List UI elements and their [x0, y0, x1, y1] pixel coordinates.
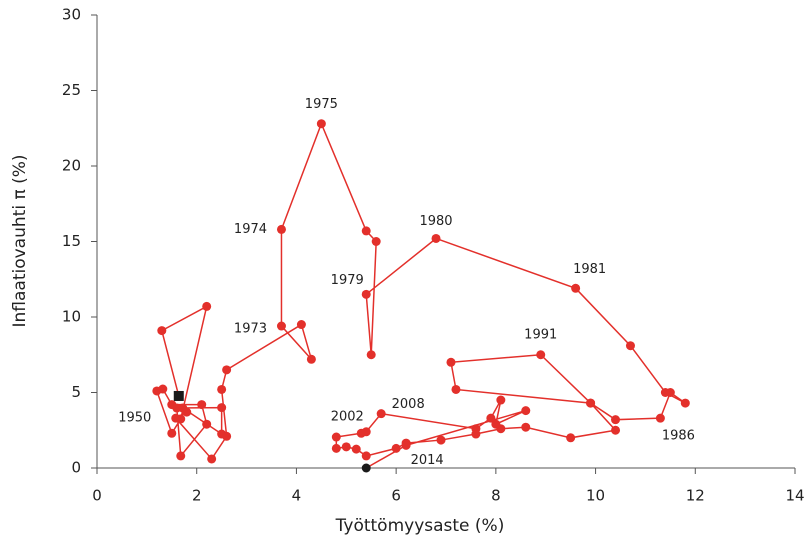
point: [431, 233, 441, 243]
point: [158, 384, 168, 394]
point-label: 1980: [419, 214, 452, 229]
y-tick-label: 25: [62, 81, 81, 99]
point: [197, 400, 207, 410]
point: [521, 406, 531, 416]
point: [167, 428, 177, 438]
point-label: 1979: [331, 273, 364, 288]
point: [331, 443, 341, 453]
y-tick-label: 5: [71, 383, 81, 401]
point: [655, 413, 665, 423]
point: [361, 226, 371, 236]
point: [625, 341, 635, 351]
point: [296, 320, 306, 330]
point-label: 1975: [305, 97, 338, 112]
x-tick-label: 6: [391, 487, 401, 505]
point: [611, 425, 621, 435]
point: [361, 427, 371, 437]
point: [316, 119, 326, 129]
point: [361, 463, 371, 473]
point: [361, 289, 371, 299]
x-tick-label: 10: [586, 487, 605, 505]
point: [276, 321, 286, 331]
point-label: 1991: [524, 327, 557, 342]
y-tick-label: 15: [62, 232, 81, 250]
point: [217, 384, 227, 394]
point: [376, 409, 386, 419]
point: [391, 443, 401, 453]
point: [207, 454, 217, 464]
point: [611, 415, 621, 425]
point: [665, 388, 675, 397]
point: [202, 301, 212, 311]
point: [491, 419, 501, 429]
x-axis-title: Työttömyysaste (%): [335, 516, 505, 536]
point: [306, 354, 316, 364]
point: [331, 432, 341, 442]
point: [680, 398, 690, 408]
series-line: [155, 121, 686, 469]
point: [496, 395, 506, 405]
point: [536, 350, 546, 360]
point: [351, 444, 361, 454]
point: [471, 424, 481, 434]
x-tick-label: 12: [686, 487, 705, 505]
point: [366, 350, 376, 360]
point: [202, 419, 212, 429]
point: [361, 451, 371, 461]
point: [446, 357, 456, 367]
x-tick-label: 0: [92, 487, 102, 505]
point: [521, 422, 531, 432]
point-label: 2002: [331, 410, 364, 425]
point: [341, 442, 351, 452]
point-label: 1950: [118, 410, 151, 425]
point: [371, 237, 381, 246]
point: [222, 365, 232, 375]
point: [276, 224, 286, 234]
x-tick-label: 14: [785, 487, 804, 505]
y-tick-label: 20: [62, 157, 81, 175]
point-label: 1974: [234, 222, 267, 237]
x-tick-label: 4: [292, 487, 302, 505]
point: [586, 398, 596, 408]
y-tick-label: 10: [62, 308, 81, 326]
point: [566, 433, 576, 443]
x-tick-label: 2: [192, 487, 202, 505]
point-label: 1973: [234, 322, 267, 337]
y-axis-title: Inflaatiovauhti π (%): [10, 155, 30, 328]
point: [171, 413, 181, 423]
x-tick-label: 8: [491, 487, 501, 505]
point: [451, 384, 461, 394]
point: [436, 435, 446, 445]
point-label: 2014: [411, 453, 444, 468]
point-label: 1981: [573, 262, 606, 277]
point-label: 2008: [392, 397, 425, 412]
point: [571, 283, 581, 293]
y-tick-label: 30: [62, 6, 81, 24]
point-label: 1986: [662, 429, 695, 444]
point: [157, 326, 167, 336]
y-tick-label: 0: [71, 459, 81, 477]
point: [222, 431, 232, 441]
point: [217, 403, 227, 413]
point: [176, 451, 186, 461]
point: [401, 440, 411, 450]
start-marker: [173, 390, 184, 401]
point: [182, 407, 192, 417]
point: [486, 413, 496, 423]
